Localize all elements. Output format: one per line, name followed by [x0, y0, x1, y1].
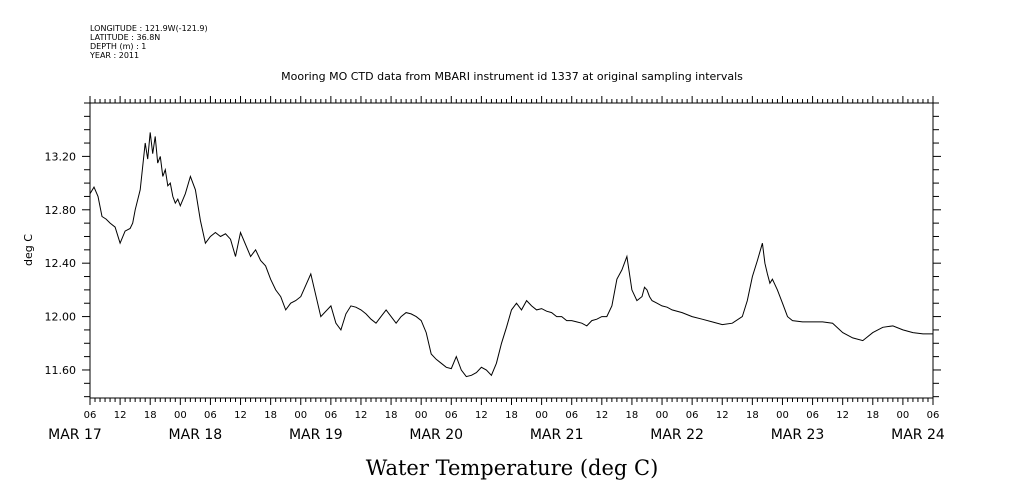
x-hour-label: 18 [505, 410, 518, 421]
x-hour-label: 18 [264, 410, 277, 421]
x-day-label: MAR 20 [409, 427, 463, 443]
x-hour-tick-labels: 06 12 18 00 06 12 18 00 06 12 18 00 06 12 18 00 06 12 18 00… [84, 410, 940, 421]
x-hour-label: 12 [475, 410, 488, 421]
x-hour-label: 00 [656, 410, 669, 421]
longitude-label: LONGITUDE : 121.9W(-121.9) [90, 24, 208, 33]
x-axis-label: Water Temperature (deg C) [366, 456, 659, 480]
x-hour-label: 18 [144, 410, 157, 421]
x-hour-label: 12 [355, 410, 368, 421]
x-hour-label: 06 [324, 410, 337, 421]
y-tick-label: 12.40 [45, 257, 77, 270]
x-day-labels: MAR 17 MAR 18 MAR 19 MAR 20 MAR 21 MAR 22 MAR … [48, 427, 945, 443]
x-hour-label: 12 [114, 410, 127, 421]
chart-title: Mooring MO CTD data from MBARI instrumen… [281, 70, 743, 83]
x-hour-label: 06 [84, 410, 97, 421]
x-day-label: MAR 24 [891, 427, 945, 443]
x-hour-label: 12 [716, 410, 729, 421]
metadata-block: LONGITUDE : 121.9W(-121.9) LATITUDE : 36… [89, 24, 208, 60]
x-day-label: MAR 22 [650, 427, 704, 443]
depth-label: DEPTH (m) : 1 [90, 42, 146, 51]
x-hour-label: 12 [234, 410, 247, 421]
x-hour-label: 06 [686, 410, 699, 421]
x-hour-label: 00 [174, 410, 187, 421]
x-hour-label: 06 [927, 410, 940, 421]
x-hour-label: 18 [626, 410, 639, 421]
y-axis-label: deg C [22, 234, 35, 266]
x-day-label: MAR 21 [530, 427, 584, 443]
latitude-label: LATITUDE : 36.8N [90, 33, 160, 42]
x-day-label: MAR 19 [289, 427, 343, 443]
x-hour-label: 00 [535, 410, 548, 421]
plot-frame [89, 102, 934, 399]
axis-ticks [82, 96, 941, 405]
x-day-label: MAR 23 [771, 427, 825, 443]
x-hour-label: 00 [776, 410, 789, 421]
x-hour-label: 06 [445, 410, 458, 421]
y-tick-label: 12.00 [45, 311, 77, 324]
x-hour-label: 12 [836, 410, 849, 421]
x-day-label: MAR 18 [169, 427, 223, 443]
y-tick-label: 12.80 [45, 204, 77, 217]
x-day-label: MAR 17 [48, 427, 102, 443]
y-tick-label: 13.20 [45, 150, 77, 163]
year-label: YEAR : 2011 [89, 51, 139, 60]
y-tick-labels: 11.60 12.00 12.40 12.80 13.20 [45, 150, 77, 377]
x-hour-label: 00 [897, 410, 910, 421]
x-hour-label: 18 [385, 410, 398, 421]
y-tick-label: 11.60 [45, 364, 77, 377]
water-temperature-line [89, 132, 933, 378]
x-hour-label: 12 [595, 410, 608, 421]
x-hour-label: 06 [806, 410, 819, 421]
x-hour-label: 06 [204, 410, 217, 421]
x-hour-label: 00 [415, 410, 428, 421]
x-hour-label: 18 [866, 410, 879, 421]
x-hour-label: 18 [746, 410, 759, 421]
x-hour-label: 00 [294, 410, 307, 421]
x-hour-label: 06 [565, 410, 578, 421]
